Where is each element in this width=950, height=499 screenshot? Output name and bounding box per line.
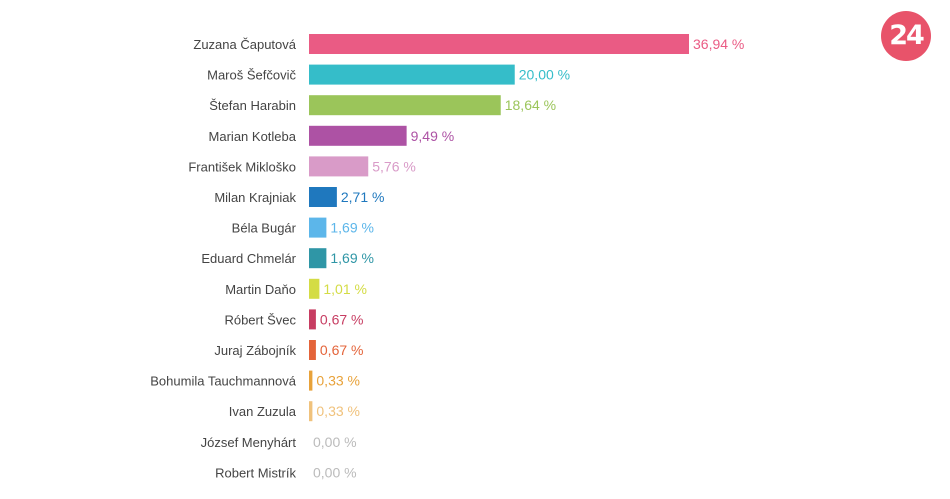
bar: [309, 370, 313, 391]
bar: [309, 64, 515, 85]
bar-row: Marian Kotleba 9,49 %: [209, 125, 455, 146]
bar: [309, 187, 337, 207]
value-label: 1,69 %: [330, 250, 374, 266]
bar-row: František Mikloško 5,76 %: [188, 156, 416, 177]
category-label: József Menyhárt: [201, 435, 297, 450]
category-label: Béla Bugár: [232, 221, 297, 236]
category-label: Bohumila Tauchmannová: [150, 374, 297, 389]
category-label: Ivan Zuzula: [229, 404, 297, 419]
category-label: Zuzana Čaputová: [193, 37, 296, 52]
value-label: 1,01 %: [323, 281, 367, 297]
bar-row: Milan Krajniak 2,71 %: [214, 187, 384, 207]
logo-24-badge: 24: [881, 11, 931, 61]
bar: [309, 217, 327, 238]
category-label: Róbert Švec: [224, 312, 296, 327]
category-label: Juraj Zábojník: [214, 343, 296, 358]
value-label: 36,94 %: [693, 36, 744, 52]
bar-row: Robert Mistrík 0,00 %: [215, 464, 357, 480]
category-label: Robert Mistrík: [215, 465, 296, 480]
bar: [309, 125, 407, 146]
category-label: Milan Krajniak: [214, 190, 296, 205]
bar: [309, 309, 316, 330]
logo-text: 24: [889, 20, 925, 51]
value-label: 0,33 %: [316, 373, 360, 389]
value-label: 0,67 %: [320, 342, 364, 358]
category-label: Martin Daňo: [225, 282, 296, 297]
value-label: 0,33 %: [316, 403, 360, 419]
bar-row: Maroš Šefčovič 20,00 %: [207, 64, 570, 85]
bar-row: Eduard Chmelár 1,69 %: [201, 248, 374, 269]
value-label: 0,00 %: [313, 434, 357, 450]
value-label: 1,69 %: [330, 220, 374, 236]
value-label: 20,00 %: [519, 67, 570, 83]
category-label: Štefan Harabin: [209, 98, 296, 113]
category-label: František Mikloško: [188, 159, 296, 174]
bar: [309, 95, 501, 116]
value-label: 5,76 %: [372, 158, 416, 174]
bar-row: Róbert Švec 0,67 %: [224, 309, 364, 330]
value-label: 0,00 %: [313, 464, 357, 480]
bar-row: Ivan Zuzula 0,33 %: [229, 401, 360, 422]
bar-row: Juraj Zábojník 0,67 %: [214, 340, 363, 360]
value-label: 18,64 %: [505, 97, 556, 113]
bar-row: József Menyhárt 0,00 %: [201, 434, 357, 450]
bar: [309, 401, 313, 422]
bar: [309, 278, 320, 299]
bar: [309, 340, 316, 360]
bar-row: Zuzana Čaputová 36,94 %: [193, 34, 744, 54]
bar-row: Martin Daňo 1,01 %: [225, 278, 367, 299]
value-label: 0,67 %: [320, 311, 364, 327]
value-label: 2,71 %: [341, 189, 385, 205]
bar-row: Štefan Harabin 18,64 %: [209, 95, 556, 116]
category-label: Eduard Chmelár: [201, 251, 296, 266]
value-label: 9,49 %: [411, 128, 455, 144]
category-label: Marian Kotleba: [209, 129, 297, 144]
bar: [309, 248, 327, 269]
bar: [309, 34, 689, 54]
bar: [309, 156, 369, 177]
bar-row: Bohumila Tauchmannová 0,33 %: [150, 370, 360, 391]
bar-row: Béla Bugár 1,69 %: [232, 217, 374, 238]
category-label: Maroš Šefčovič: [207, 68, 296, 83]
